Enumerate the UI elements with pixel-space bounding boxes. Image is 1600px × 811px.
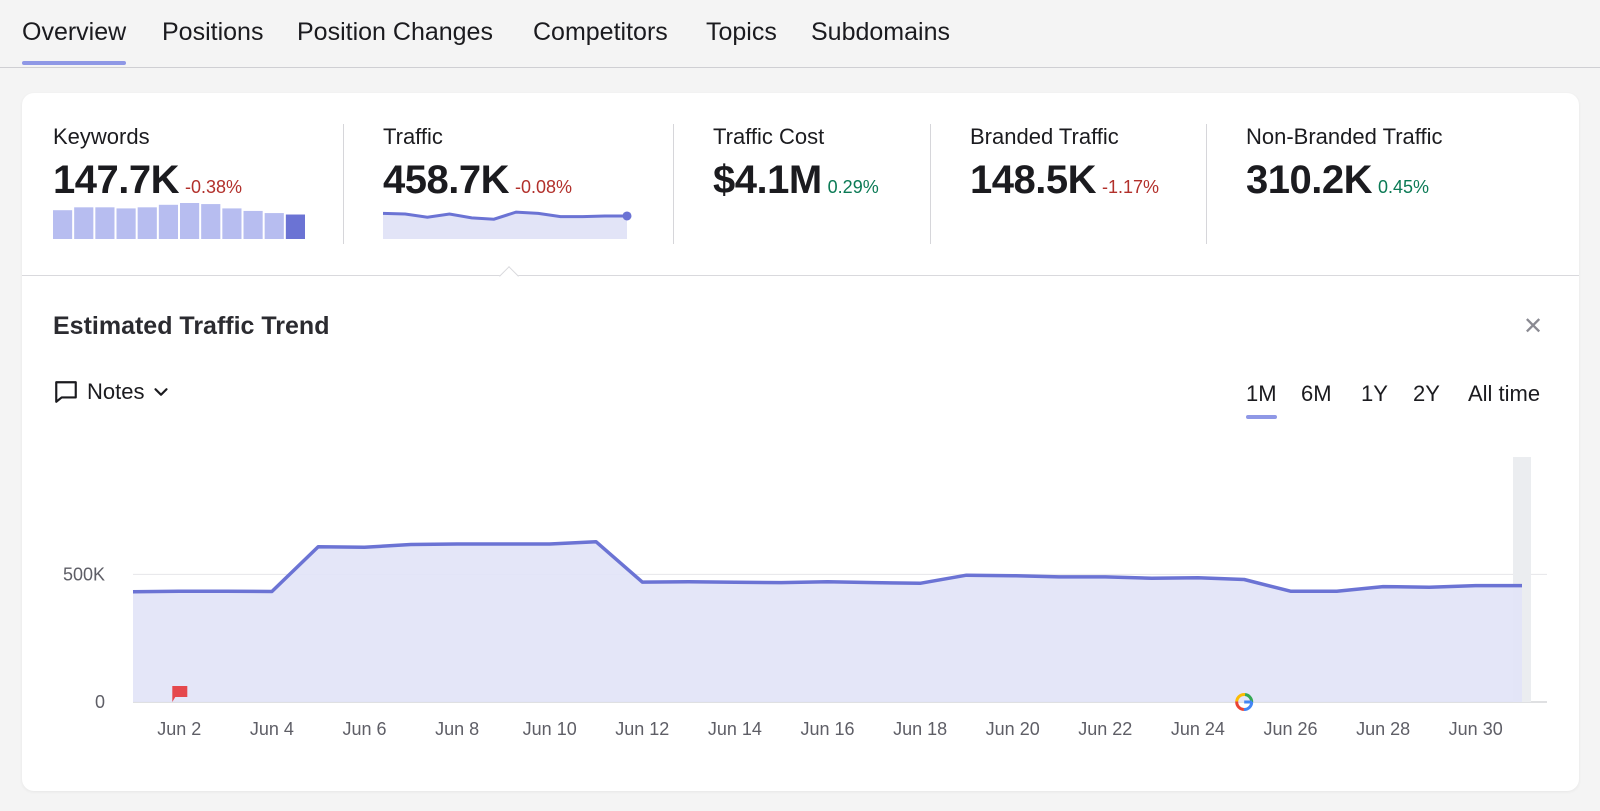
keywords-trend-bar (95, 207, 115, 239)
hover-band (1513, 457, 1531, 702)
x-tick-label: Jun 26 (1263, 719, 1317, 739)
metric-value: $4.1M (713, 158, 822, 202)
keywords-trend-bar (201, 204, 221, 239)
x-tick-label: Jun 30 (1449, 719, 1503, 739)
metric-delta: -0.08% (514, 177, 573, 197)
range-all-time[interactable]: All time (1468, 381, 1541, 406)
keywords-trend-bar (222, 208, 242, 239)
chevron-down-icon (154, 388, 169, 396)
keywords-trend-bar (243, 210, 263, 239)
tab-positions[interactable]: Positions (162, 18, 264, 46)
traffic-line (132, 539, 1522, 594)
x-tick-label: Jun 16 (800, 719, 854, 739)
metric-traffic[interactable]: Traffic 458.7K -0.08% (383, 124, 572, 203)
keywords-trend-bar (74, 207, 94, 239)
metric-label: Traffic (383, 124, 443, 149)
metric-keywords[interactable]: Keywords 147.7K -0.38% (53, 124, 242, 203)
overview-card: Keywords 147.7K -0.38% Traffic 458.7K -0.0… (22, 93, 1579, 791)
x-tick-label: Jun 14 (708, 719, 762, 739)
range-6m[interactable]: 6M (1301, 381, 1332, 406)
flag-icon[interactable] (172, 686, 188, 702)
trend-title: Estimated Traffic Trend (53, 312, 330, 340)
tab-competitors[interactable]: Competitors (533, 18, 668, 46)
keywords-trend-bars (53, 203, 305, 239)
notes-dropdown[interactable]: Notes (53, 377, 172, 407)
x-tick-label: Jun 10 (523, 719, 577, 739)
x-tick-label: Jun 6 (342, 719, 386, 739)
notes-label: Notes (87, 379, 145, 404)
metric-delta: 0.45% (1377, 177, 1430, 197)
metric-non-branded-traffic[interactable]: Non-Branded Traffic 310.2K 0.45% (1246, 124, 1442, 203)
google-icon[interactable] (1235, 693, 1254, 711)
metric-branded-traffic[interactable]: Branded Traffic 148.5K -1.17% (970, 124, 1159, 203)
divider (1206, 124, 1207, 244)
x-tick-label: Jun 2 (157, 719, 201, 739)
divider (673, 124, 674, 244)
metric-value: 147.7K (53, 158, 179, 202)
tab-topics[interactable]: Topics (706, 18, 777, 46)
keywords-trend-bar (285, 214, 305, 239)
tab-position-changes[interactable]: Position Changes (297, 18, 493, 46)
keywords-trend-bar (137, 207, 157, 239)
x-tick-label: Jun 28 (1356, 719, 1410, 739)
keywords-trend-bar (158, 204, 178, 239)
x-tick-label: Jun 20 (986, 719, 1040, 739)
tab-subdomains[interactable]: Subdomains (811, 18, 950, 46)
metrics-bar: Keywords 147.7K -0.38% Traffic 458.7K -0.0… (22, 93, 1579, 276)
x-tick-label: Jun 24 (1171, 719, 1225, 739)
keywords-trend-bar (180, 203, 200, 239)
x-tick-label: Jun 12 (615, 719, 669, 739)
x-tick-label: Jun 18 (893, 719, 947, 739)
y-tick-label: 500K (63, 564, 105, 584)
metric-delta: 0.29% (827, 177, 879, 197)
comment-icon (55, 381, 77, 403)
metric-label: Branded Traffic (970, 124, 1119, 149)
metric-delta: -1.17% (1101, 177, 1160, 197)
traffic-area (133, 541, 1522, 702)
metric-value: 148.5K (970, 158, 1096, 202)
traffic-trend-path (383, 210, 627, 221)
y-tick-label: 0 (95, 692, 105, 712)
traffic-trend-point (622, 211, 632, 221)
metric-value: 310.2K (1246, 158, 1372, 202)
range-1y[interactable]: 1Y (1361, 381, 1388, 406)
metric-delta: -0.38% (184, 177, 243, 197)
metric-label: Keywords (53, 124, 150, 149)
metric-traffic-cost[interactable]: Traffic Cost $4.1M 0.29% (713, 124, 879, 203)
keywords-trend-bar (264, 213, 284, 239)
metric-label: Traffic Cost (713, 124, 825, 149)
keywords-trend-bar (53, 210, 73, 239)
close-icon[interactable]: ✕ (1523, 313, 1544, 340)
tab-overview[interactable]: Overview (22, 18, 127, 65)
traffic-trend-area (383, 212, 627, 239)
report-tabs: Overview Positions Position Changes Comp… (0, 0, 1600, 68)
x-tick-label: Jun 22 (1078, 719, 1132, 739)
keywords-trend-bar (116, 208, 136, 239)
metric-value: 458.7K (383, 158, 509, 202)
divider (343, 124, 344, 244)
x-tick-label: Jun 4 (250, 719, 294, 739)
range-2y[interactable]: 2Y (1413, 381, 1440, 406)
metric-label: Non-Branded Traffic (1246, 124, 1443, 149)
traffic-trend-line (383, 210, 632, 239)
range-1m[interactable]: 1M (1246, 381, 1277, 419)
divider (930, 124, 931, 244)
x-tick-label: Jun 8 (435, 719, 479, 739)
